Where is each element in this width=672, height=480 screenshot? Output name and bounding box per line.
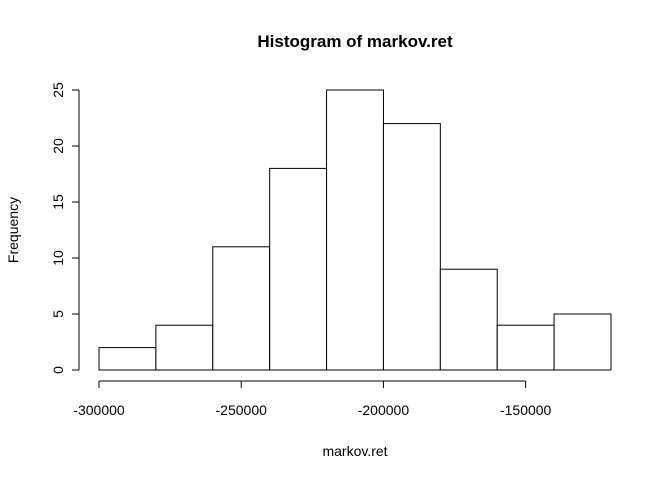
y-tick-label: 20 <box>50 138 66 154</box>
x-tick-label: -200000 <box>358 402 410 418</box>
y-tick-label: 5 <box>50 310 66 318</box>
histogram-bar-5 <box>382 123 441 371</box>
y-tick-label: 0 <box>50 366 66 374</box>
y-axis-label: Frequency <box>5 197 21 263</box>
histogram-bar-2 <box>212 246 271 371</box>
histogram-bar-4 <box>326 89 384 371</box>
histogram-bar-3 <box>269 167 328 371</box>
x-tick-label: -250000 <box>216 402 268 418</box>
histogram-bar-0 <box>98 347 157 371</box>
x-axis: -300000 -250000 -200000 -150000 <box>73 380 552 418</box>
histogram-bar-7 <box>496 324 555 371</box>
y-tick-label: 10 <box>50 250 66 266</box>
chart-title: Histogram of markov.ret <box>257 32 453 51</box>
histogram-bar-1 <box>155 324 214 371</box>
y-tick-label: 25 <box>50 82 66 98</box>
x-axis-label: markov.ret <box>322 443 387 459</box>
y-axis: 0 5 10 15 20 25 <box>50 82 80 374</box>
y-tick-label: 15 <box>50 194 66 210</box>
histogram-bar-6 <box>439 268 498 371</box>
x-tick-label: -150000 <box>500 402 552 418</box>
x-tick-label: -300000 <box>73 402 125 418</box>
histogram-bar-8 <box>553 313 612 371</box>
bars-group <box>98 89 612 371</box>
